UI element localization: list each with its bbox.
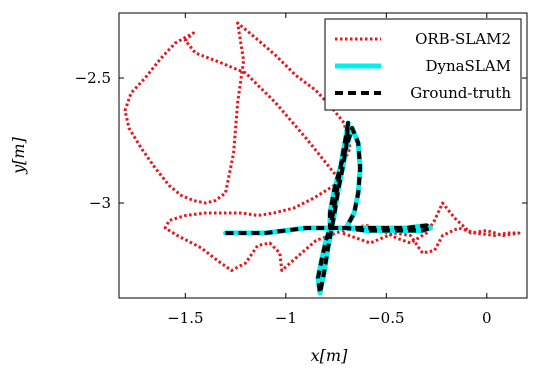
legend-label: DynaSLAM [425, 57, 511, 75]
series-line-dynaslam [223, 120, 433, 296]
x-axis-label: x[m] [311, 346, 348, 365]
legend-label: ORB-SLAM2 [415, 30, 511, 48]
legend-label: Ground-truth [410, 84, 511, 102]
legend: ORB-SLAM2 DynaSLAM Ground-truth [324, 18, 522, 111]
x-tick-label: −1 [275, 309, 297, 327]
x-tick-label: −1.5 [167, 309, 203, 327]
legend-item: ORB-SLAM2 [335, 30, 511, 48]
y-tick-label: −3 [89, 194, 111, 212]
series-line-ground-truth [225, 121, 433, 295]
x-tick-label: 0 [482, 309, 492, 327]
plot-frame [118, 12, 528, 299]
axis-ticks: −1.5 −1 −0.5 0 −2.5 −3 [75, 13, 527, 327]
y-axis-label: y[m] [9, 136, 28, 174]
legend-item: DynaSLAM [335, 57, 511, 75]
series-layer [123, 21, 521, 296]
x-tick-label: −0.5 [368, 309, 404, 327]
legend-item: Ground-truth [335, 84, 511, 102]
y-tick-label: −2.5 [75, 69, 111, 87]
series-line-orb-slam2 [123, 21, 521, 272]
